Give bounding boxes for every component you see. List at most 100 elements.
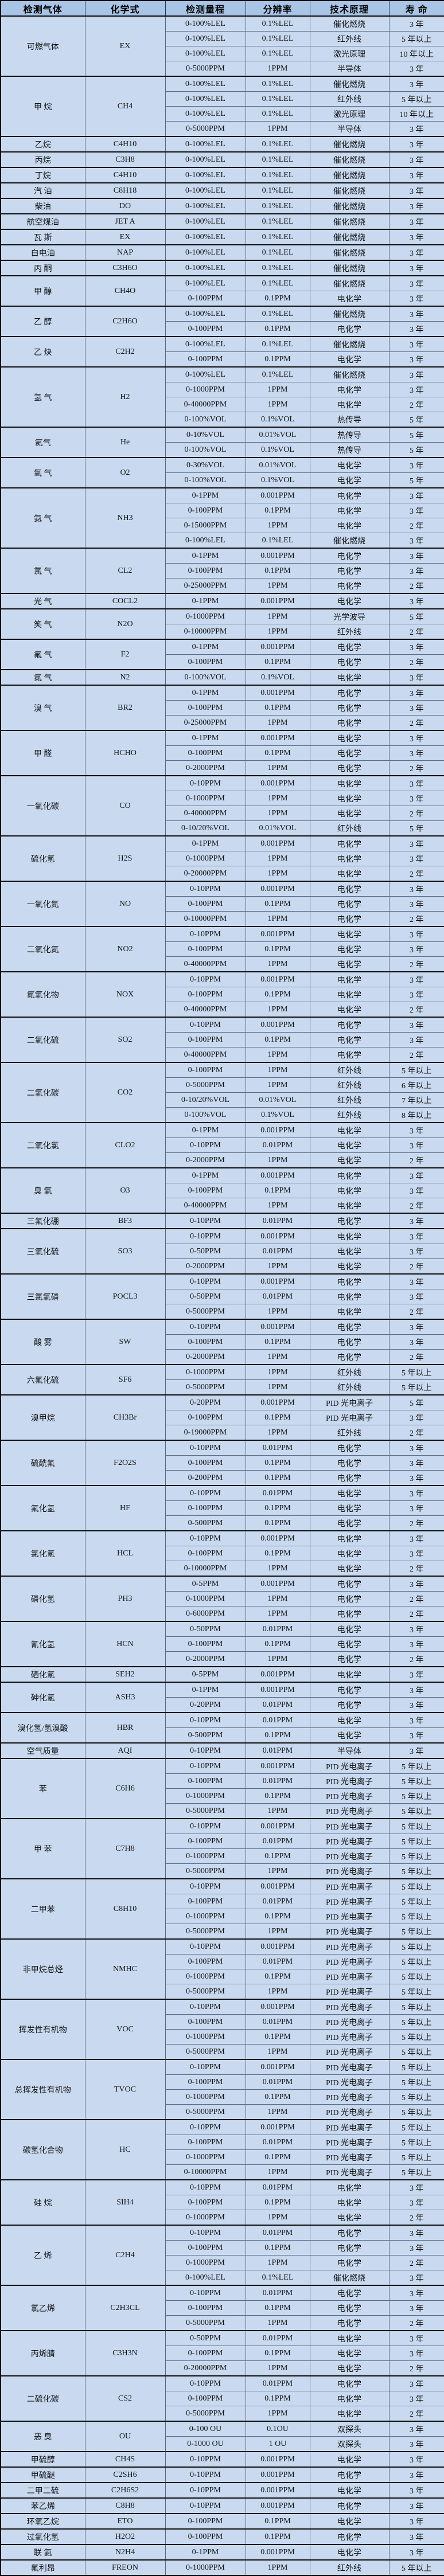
principle-cell: 半导体 [309,1742,390,1759]
resolution-cell: 0.1%LEL [245,275,310,291]
lifespan-cell: 3 年 [388,971,444,987]
principle-cell: 电化学 [309,1213,390,1229]
resolution-cell: 0.1%LEL [245,182,310,199]
lifespan-cell: 3 年 [388,2330,444,2346]
principle-cell: PID 光电离子 [309,2104,390,2120]
principle-cell: 电化学 [309,1727,390,1744]
resolution-cell: 0.1PPM [245,1848,310,1864]
table-row: 柴油 DO 0-100%LEL 0.1%LEL 催化燃烧 3 年 [0,198,444,214]
lifespan-cell: 3 年 [388,275,444,291]
gas-name-cell: 二甲二硫 [0,2482,85,2499]
range-cell: 0-100PPM [165,2391,246,2406]
table-row: 溴甲烷 CH3Br 0-20PPM 0.001PPM PID 光电离子 5 年 [0,1394,444,1441]
lifespan-cell: 2 年 [388,624,444,640]
lifespan-cell: 3 年 [388,151,444,168]
lifespan-cell: 3 年 [388,1183,444,1198]
table-row: 环氧乙烷 ETO 0-100PPM 0.1PPM 电化学 3 年 [0,2513,444,2530]
resolution-cell: 1PPM [245,1803,310,1819]
table-row: 空气质量 AQI 0-10PPM 0.01PPM 半导体 3 年 [0,1742,444,1759]
table-row: 0-1000 OU 1 OU 双探头 3 年 [1,2436,444,2452]
resolution-cell: 0.1OU [245,2421,310,2437]
principle-cell: 催化燃烧 [309,533,390,549]
lifespan-cell: 5 年 [388,1394,444,1410]
table-row: 0-100PPM 0.01PPM PID 光电离子 5 年以上 [1,2074,444,2090]
resolution-cell: 1PPM [245,791,310,806]
lifespan-cell: 3 年 [388,1289,444,1304]
table-row: 0-1000PPM 1PPM 电化学 2 年 [1,2210,444,2226]
principle-cell: 电化学 [309,503,390,518]
header-row: 检测气体 化学式 检测量程 分辨率 技术原理 寿 命 [0,0,444,17]
range-cell: 0-10PPM [165,1712,246,1728]
gas-name-cell: 硫酰氟 [0,1440,85,1486]
lifespan-cell: 5 年以上 [388,2119,444,2135]
table-row: 甲硫醇 CH4S 0-10PPM 0.001PPM 电化学 3 年 [0,2451,444,2468]
range-cell: 0-20000PPM [165,2360,246,2376]
principle-cell: 电化学 [309,2225,390,2241]
gas-name-cell: 光 气 [0,593,85,609]
range-cell: 0-5000PPM [165,2044,246,2060]
principle-cell: 热传导 [309,412,390,428]
range-cell: 0-10PPM [165,1137,246,1153]
lifespan-cell: 8 年以上 [388,1107,444,1123]
resolution-cell: 0.001PPM [245,1228,310,1244]
formula-cell: N2H4 [84,2544,166,2561]
principle-cell: 电化学 [309,896,390,912]
range-cell: 0-500PPM [165,1515,246,1531]
gas-name-cell: 氢 气 [0,366,85,428]
lifespan-cell: 2 年 [388,1651,444,1667]
range-cell: 0-100%LEL [165,91,246,107]
principle-cell: 电化学 [309,866,390,882]
principle-cell: 电化学 [309,2375,390,2391]
principle-cell: PID 光电离子 [309,1803,390,1819]
table-row: 0-100PPM 0.1PPM 电化学 3 年 [1,2195,444,2210]
range-cell: 0-100PPM [165,1773,246,1789]
table-row: 0-2000PPM 1PPM 电化学 2 年 [1,1651,444,1667]
range-cell: 0-10PPM [165,2451,246,2468]
resolution-cell: 0.1%LEL [245,336,310,352]
resolution-cell: 1PPM [245,1606,310,1622]
range-cell: 0-10PPM [165,926,246,942]
resolution-cell: 0.1PPM [245,1909,310,1924]
table-row: 0-100PPM 0.1PPM 电化学 3 年 [1,1455,444,1471]
principle-cell: PID 光电离子 [309,1938,390,1955]
lifespan-cell: 3 年 [388,2544,444,2561]
gas-name-cell: 乙 烯 [0,2225,85,2286]
resolution-cell: 1PPM [245,1258,310,1275]
resolution-cell: 0.1PPM [245,2513,310,2530]
principle-cell: 电化学 [309,745,390,761]
table-row: 0-25000PPM 1PPM 电化学 2 年 [1,715,444,731]
resolution-cell: 0.01PPM [245,2014,310,2030]
resolution-cell: 1PPM [245,608,310,624]
range-cell: 0-5PPM [165,1576,246,1592]
table-row: 二氧化硫 SO2 0-10PPM 0.001PPM 电化学 3 年 [0,1017,444,1063]
lifespan-cell: 3 年 [388,2270,444,2286]
gas-name-cell: 溴化氢/氢溴酸 [0,1712,85,1744]
table-row: 二氧化碳 CO2 0-100PPM 1PPM 红外线 5 年以上 [0,1062,444,1123]
lifespan-cell: 5 年以上 [388,2164,444,2180]
principle-cell: 电化学 [309,1183,390,1198]
table-row: 0-2000PPM 1PPM 电化学 2 年 [1,760,444,776]
principle-cell: 电化学 [309,971,390,987]
range-cell: 0-100%LEL [165,366,246,382]
gas-name-cell: 溴甲烷 [0,1394,85,1441]
lifespan-cell: 5 年 [388,472,444,488]
lifespan-cell: 5 年以上 [388,1863,444,1879]
principle-cell: PID 光电离子 [309,1894,390,1909]
resolution-cell: 0.1PPM [245,2300,310,2316]
resolution-cell: 1PPM [245,911,310,927]
lifespan-cell: 3 年 [388,1621,444,1637]
table-row: 0-1000PPM 1PPM 电化学 2 年 [1,2255,444,2270]
table-row: 0-100%VOL 0.1%VOL 红外线 8 年以上 [1,1107,444,1123]
range-cell: 0-1PPM [165,835,246,851]
lifespan-cell: 3 年 [388,1137,444,1153]
formula-cell: C8H18 [84,182,166,199]
resolution-cell: 0.01PPM [245,1621,310,1637]
resolution-cell: 0.1%LEL [245,151,310,168]
resolution-cell: 0.1PPM [245,987,310,1002]
range-cell: 0-10PPM [165,1485,246,1501]
principle-cell: 红外线 [309,1107,390,1123]
table-row: 0-100PPM 0.1PPM 电化学 3 年 [1,351,444,368]
lifespan-cell: 3 年 [388,2528,444,2545]
principle-cell: 电化学 [309,2346,390,2361]
